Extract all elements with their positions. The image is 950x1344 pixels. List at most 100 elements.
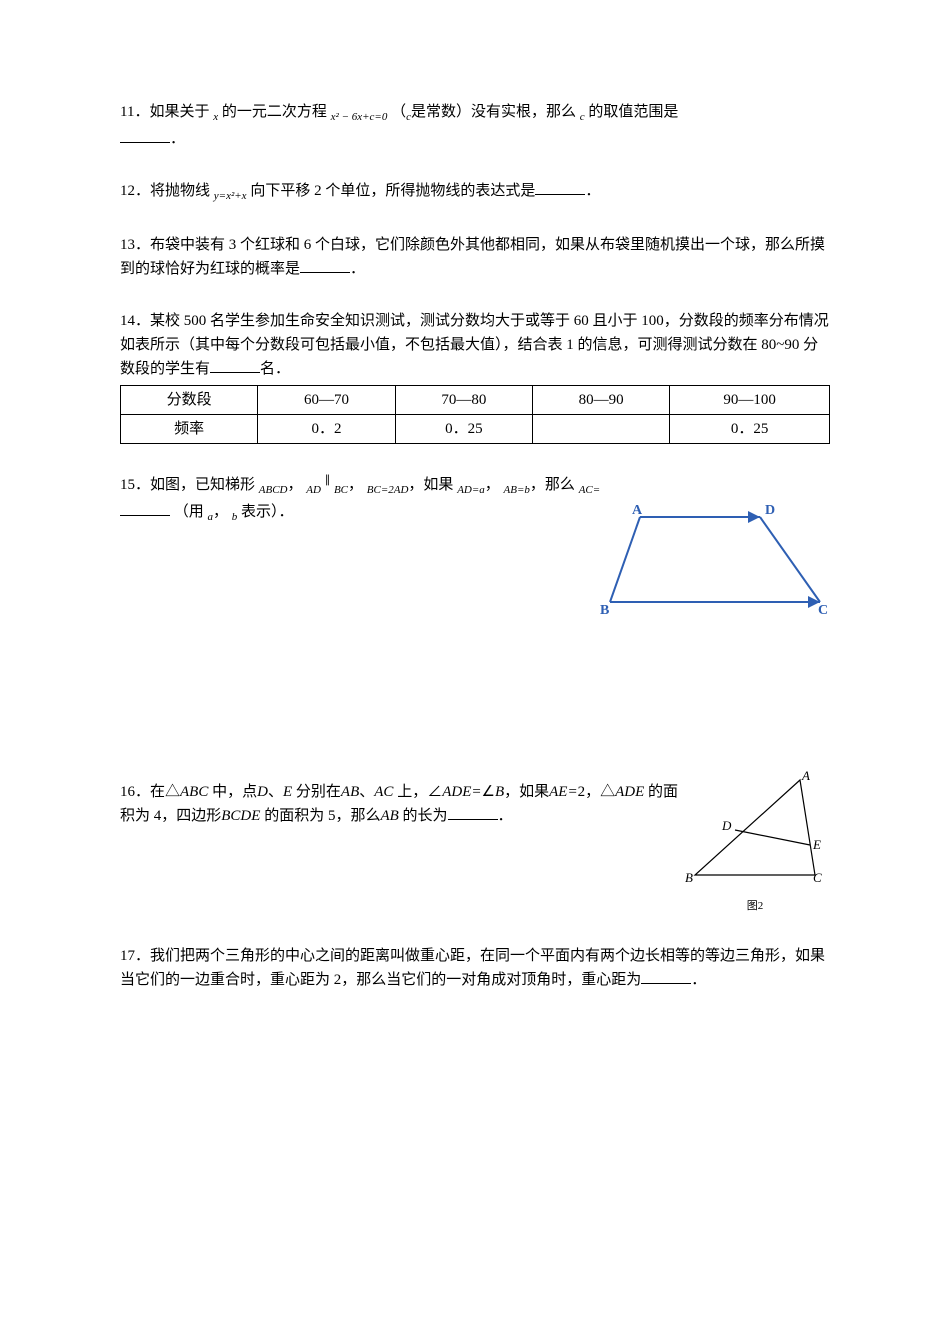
q11-t3: （	[391, 104, 406, 120]
q15-prefix: 15．如图，已知梯形	[120, 477, 255, 493]
trapezoid-figure: A D B C	[600, 502, 830, 630]
q15-eq1: BC=2AD	[367, 484, 409, 496]
frequency-table: 分数段 60—70 70—80 80—90 90—100 频率 0．2 0．25…	[120, 385, 830, 444]
q17-blank	[641, 968, 691, 984]
label-b: B	[600, 603, 609, 618]
label-e: E	[812, 837, 821, 852]
val-0: 0．2	[258, 415, 395, 444]
label-c: C	[813, 870, 822, 885]
q16-t2: 中，点	[212, 784, 257, 800]
q14-blank	[210, 357, 260, 373]
triangle-figure: A D E B C 图2	[680, 770, 830, 916]
freq-label: 频率	[121, 415, 258, 444]
question-17: 17．我们把两个三角形的中心之间的距离叫做重心距，在同一个平面内有两个边长相等的…	[120, 944, 830, 992]
q15-t5: ，如果	[408, 477, 453, 493]
q11-prefix: 11．如果关于	[120, 104, 209, 120]
val-3: 0．25	[670, 415, 830, 444]
hdr-label: 分数段	[121, 386, 258, 415]
question-12: 12．将抛物线 y=x²+x 向下平移 2 个单位，所得抛物线的表达式是 ．	[120, 179, 830, 206]
q16-abc: ABC	[180, 784, 208, 800]
q15-abcd: ABCD	[259, 484, 288, 496]
label-c: C	[818, 603, 828, 618]
q16-t6: 上，∠	[397, 784, 442, 800]
q16-ab2: AB	[380, 808, 398, 824]
val-2	[532, 415, 669, 444]
q16-ac: AC	[374, 784, 393, 800]
q15-ac: AC=	[579, 484, 600, 496]
col-2: 80—90	[532, 386, 669, 415]
q11-c2: c	[580, 111, 585, 123]
q16-t11: 的面积为 5，那么	[264, 808, 380, 824]
q11-blank	[120, 127, 170, 143]
q16-t9: 2，△	[578, 784, 616, 800]
q15-t6: ，	[485, 477, 500, 493]
q15-eq2: AD=a	[457, 484, 485, 496]
q12-t2: 向下平移 2 个单位，所得抛物线的表达式是	[250, 183, 535, 199]
q11-t4: 是常数）没有实根，那么	[411, 104, 576, 120]
q16-t7: ∠	[481, 784, 494, 800]
q15-ad: AD	[306, 484, 321, 496]
q12-prefix: 12．将抛物线	[120, 183, 210, 199]
q15-t4: ，	[348, 477, 363, 493]
val-1: 0．25	[395, 415, 532, 444]
q16-blank	[448, 804, 498, 820]
q11-t5: 的取值范围是	[588, 104, 678, 120]
q15-b: b	[232, 511, 238, 523]
q15-eq3: AB=b	[504, 484, 530, 496]
q16-t8: ，如果	[504, 784, 549, 800]
q16-bcde: BCDE	[221, 808, 260, 824]
q15-t3: ∥	[325, 474, 331, 486]
q12-blank	[535, 179, 585, 195]
q15-t10: 表示）．	[241, 504, 294, 520]
triangle-icon: A D E B C	[680, 770, 830, 890]
label-d: D	[721, 818, 732, 833]
label-a: A	[632, 503, 643, 518]
q13-blank	[300, 257, 350, 273]
q16-t12: 的长为	[403, 808, 448, 824]
q16-ae: AE=	[549, 784, 577, 800]
q15-t8: （用	[174, 504, 204, 520]
q17-text: 17．我们把两个三角形的中心之间的距离叫做重心距，在同一个平面内有两个边长相等的…	[120, 948, 825, 988]
label-b: B	[685, 870, 693, 885]
table-row: 频率 0．2 0．25 0．25	[121, 415, 830, 444]
q13-text: 13．布袋中装有 3 个红球和 6 个白球，它们除颜色外其他都相同，如果从布袋里…	[120, 237, 825, 277]
q15-t9: ，	[213, 504, 228, 520]
trapezoid-icon: A D B C	[600, 502, 830, 622]
q11-eq: x² − 6x+c=0	[331, 111, 388, 123]
q16-e: E	[283, 784, 292, 800]
q11-x: x	[213, 111, 218, 123]
question-11: 11．如果关于 x 的一元二次方程 x² − 6x+c=0 （ c 是常数）没有实根…	[120, 100, 830, 151]
q16-t4: 分别在	[296, 784, 341, 800]
question-16: A D E B C 图2 16．在△ABC 中，点D、E 分别在AB、AC 上，…	[120, 780, 830, 916]
q16-t5: 、	[359, 784, 374, 800]
q15-blank	[120, 500, 170, 516]
q15-bc: BC	[334, 484, 348, 496]
q14-suffix: 名．	[260, 361, 290, 377]
label-a: A	[801, 770, 810, 783]
q16-ade: ADE=	[442, 784, 481, 800]
q17-suffix: ．	[691, 972, 706, 988]
question-15: 15．如图，已知梯形 ABCD， AD ∥ BC， BC=2AD，如果 AD=a…	[120, 472, 830, 632]
q15-t7: ，那么	[530, 477, 575, 493]
q16-ab: AB	[341, 784, 359, 800]
q16-prefix: 16．在△	[120, 784, 180, 800]
table-row: 分数段 60—70 70—80 80—90 90—100	[121, 386, 830, 415]
q16-d: D	[257, 784, 268, 800]
q16-ade2: ADE	[615, 784, 644, 800]
col-3: 90—100	[670, 386, 830, 415]
q16-suffix: ．	[498, 808, 513, 824]
col-0: 60—70	[258, 386, 395, 415]
q15-t2: ，	[288, 477, 303, 493]
col-1: 70—80	[395, 386, 532, 415]
question-13: 13．布袋中装有 3 个红球和 6 个白球，它们除颜色外其他都相同，如果从布袋里…	[120, 233, 830, 281]
q12-suffix: ．	[585, 183, 600, 199]
q16-bv: B	[495, 784, 504, 800]
q13-suffix: ．	[350, 261, 365, 277]
q11-t2: 的一元二次方程	[222, 104, 327, 120]
label-d: D	[765, 503, 775, 518]
q12-eq: y=x²+x	[214, 190, 247, 202]
q11-suffix: ．	[170, 131, 185, 147]
question-14: 14．某校 500 名学生参加生命安全知识测试，测试分数均大于或等于 60 且小…	[120, 309, 830, 444]
fig16-caption: 图2	[680, 898, 830, 916]
q16-t3: 、	[268, 784, 283, 800]
